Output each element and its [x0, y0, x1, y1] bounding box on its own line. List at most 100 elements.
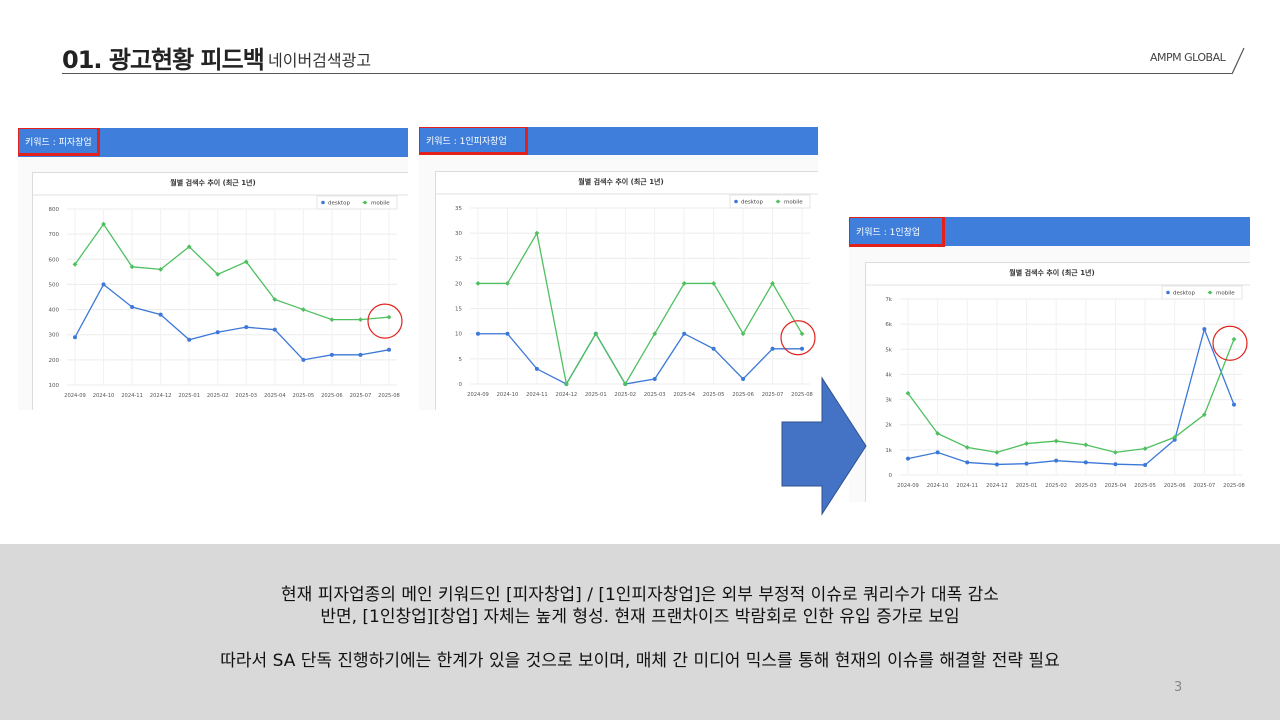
chart-svg-1: 월별 검색수 추이 (최근 1년) 100 200 300 400 500 600 700 80…: [33, 178, 408, 399]
point-mobile: [272, 297, 278, 302]
y-tick-label: 5k: [885, 347, 892, 353]
x-tick-label: 2024-12: [986, 483, 1008, 489]
chart-svg-2: 월별 검색수 추이 (최근 1년) 0 5 10 15 20 25 30 35 2024-09 20…: [436, 177, 818, 398]
keyword-bar-1: 키워드 : 피자창업: [18, 128, 408, 157]
y-tick-label: 200: [49, 358, 60, 364]
point-mobile: [534, 230, 540, 236]
y-tick-label: 5: [459, 357, 463, 363]
legend-marker-desktop: [1166, 290, 1170, 295]
series-line-desktop: [478, 332, 802, 385]
point-mobile: [72, 261, 78, 267]
chart-title: 월별 검색수 추이 (최근 1년): [170, 178, 255, 187]
point-mobile: [622, 381, 628, 387]
chart-svg-3: 월별 검색수 추이 (최근 1년) 0 1k 2k 3k 4k 5k 6k 7k 2024-09 2…: [866, 268, 1250, 489]
point-mobile: [711, 281, 717, 286]
x-tick-label: 2025-05: [1134, 483, 1156, 489]
y-tick-label: 800: [49, 207, 60, 213]
brand-slash-icon: [1231, 47, 1245, 75]
point-desktop: [994, 462, 999, 467]
y-tick-label: 7k: [885, 297, 892, 303]
right-arrow-icon: [781, 376, 867, 516]
x-tick-label: 2025-04: [1105, 483, 1127, 489]
x-tick-label: 2025-04: [264, 393, 286, 399]
x-tick-label: 2025-05: [293, 393, 315, 399]
y-tick-label: 25: [455, 256, 462, 262]
x-tick-label: 2025-06: [1164, 483, 1186, 489]
point-mobile: [770, 281, 775, 286]
x-tick-label: 2025-06: [321, 393, 343, 399]
chart-panel-1: 키워드 : 피자창업 월별 검색수 추이 (최근 1년) 100 200 300 400…: [18, 128, 408, 410]
point-desktop: [187, 337, 192, 342]
point-desktop: [906, 456, 910, 461]
x-tick-label: 2025-02: [207, 393, 229, 399]
y-tick-label: 20: [455, 281, 462, 287]
x-tick-label: 2024-10: [497, 392, 519, 398]
x-tick-label: 2025-02: [1045, 483, 1067, 489]
point-mobile: [358, 317, 363, 323]
point-desktop: [1172, 437, 1177, 442]
y-tick-label: 3k: [885, 398, 892, 404]
x-tick-label: 2024-09: [64, 393, 86, 399]
point-mobile: [1053, 438, 1059, 444]
legend-label-desktop: desktop: [741, 200, 763, 206]
point-desktop: [505, 331, 510, 336]
y-tick-label: 700: [49, 232, 60, 238]
x-tick-label: 2024-12: [556, 392, 578, 398]
header-divider: [62, 73, 1232, 74]
point-mobile: [300, 307, 306, 312]
point-desktop: [1113, 462, 1118, 467]
point-mobile: [386, 314, 392, 320]
chart-card-1: 월별 검색수 추이 (최근 1년) 100 200 300 400 500 600 700 80…: [32, 172, 408, 410]
point-desktop: [935, 450, 940, 455]
series-line-mobile: [74, 222, 390, 321]
point-mobile: [1083, 442, 1089, 448]
point-desktop: [272, 327, 277, 332]
highlight-circle: [367, 303, 403, 339]
highlight-circle: [1212, 325, 1248, 361]
point-mobile: [1172, 434, 1178, 440]
x-tick-label: 2025-08: [378, 393, 400, 399]
x-tick-label: 2025-07: [1194, 483, 1216, 489]
keyword-bar-2: 키워드 : 1인피자창업: [419, 127, 818, 155]
point-mobile: [186, 244, 192, 250]
legend-marker-mobile: [1207, 290, 1213, 295]
y-tick-label: 0: [459, 382, 463, 388]
x-tick-label: 2024-11: [121, 393, 143, 399]
point-desktop: [534, 366, 539, 371]
legend-label-mobile: mobile: [371, 201, 390, 207]
slide-subtitle: 네이버검색광고: [268, 51, 372, 70]
point-mobile: [935, 431, 941, 436]
point-desktop: [387, 347, 391, 352]
x-tick-label: 2025-07: [350, 393, 372, 399]
legend-label-desktop: desktop: [1173, 291, 1195, 297]
x-tick-label: 2024-09: [467, 392, 489, 398]
summary-line-3: 따라서 SA 단독 진행하기에는 한계가 있을 것으로 보이며, 매체 간 미디…: [220, 651, 1060, 671]
chart-title: 월별 검색수 추이 (최근 1년): [578, 177, 663, 186]
point-mobile: [1231, 336, 1237, 342]
summary-line-1: 현재 피자업종의 메인 키워드인 [피자창업] / [1인피자창업]은 외부 부…: [281, 585, 999, 605]
x-tick-label: 2025-04: [673, 392, 695, 398]
summary-box: 현재 피자업종의 메인 키워드인 [피자창업] / [1인피자창업]은 외부 부…: [0, 544, 1280, 720]
point-desktop: [652, 376, 657, 381]
point-mobile: [740, 331, 746, 337]
point-mobile: [215, 271, 221, 277]
x-tick-label: 2025-05: [703, 392, 725, 398]
page-number: 3: [1174, 680, 1183, 695]
x-tick-label: 2025-01: [585, 392, 607, 398]
point-desktop: [1232, 402, 1236, 407]
series-line-mobile: [907, 338, 1235, 454]
keyword-bar-3: 키워드 : 1인창업: [849, 217, 1250, 247]
keyword-label-1: 키워드 : 피자창업: [18, 128, 100, 156]
x-tick-label: 2025-03: [235, 393, 257, 399]
y-tick-label: 100: [49, 383, 60, 389]
point-desktop: [215, 330, 220, 335]
x-tick-label: 2025-06: [732, 392, 754, 398]
point-desktop: [741, 376, 746, 381]
x-tick-label: 2025-07: [762, 392, 784, 398]
point-desktop: [1054, 458, 1059, 463]
series-line-desktop: [74, 283, 390, 361]
legend-marker-desktop: [734, 199, 738, 204]
point-desktop: [476, 331, 480, 336]
point-mobile: [681, 281, 687, 286]
point-mobile: [1024, 441, 1029, 446]
